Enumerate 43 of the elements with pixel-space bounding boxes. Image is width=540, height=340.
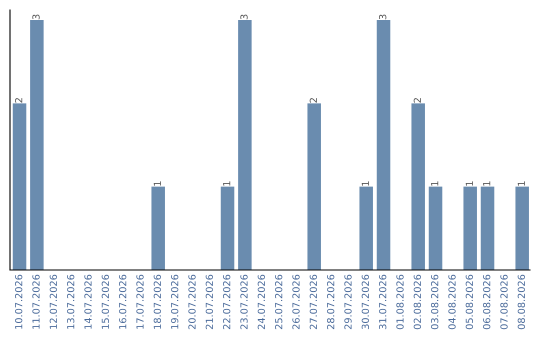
data-label: 1	[223, 181, 230, 186]
data-label: 3	[32, 14, 40, 20]
x-tick-label: 24.07.2026	[258, 274, 266, 330]
data-label: 1	[483, 181, 490, 186]
data-label: 2	[310, 98, 317, 103]
x-tick-label: 12.07.2026	[50, 274, 58, 329]
x-tick-label: 20.07.2026	[188, 274, 196, 330]
x-tick-label: 29.07.2026	[344, 274, 352, 330]
x-tick-label: 14.07.2026	[84, 274, 92, 329]
x-tick-label: 16.07.2026	[119, 274, 126, 329]
x-tick-label: 26.07.2026	[292, 274, 300, 330]
data-label: 3	[379, 14, 386, 20]
x-tick-label: 04.08.2026	[448, 274, 456, 330]
x-tick-label: 18.07.2026	[154, 274, 162, 329]
x-tick-label: 28.07.2026	[327, 274, 334, 330]
x-tick-label: 30.07.2026	[362, 274, 370, 330]
data-label: 1	[518, 181, 525, 186]
x-tick-label: 17.07.2026	[136, 274, 144, 329]
x-tick-label: 02.08.2026	[414, 274, 422, 330]
x-tick-label: 19.07.2026	[171, 274, 178, 329]
data-label: 2	[15, 98, 22, 103]
data-label: 1	[466, 181, 473, 186]
x-tick-label: 06.08.2026	[483, 274, 490, 330]
x-tick-label: 05.08.2026	[466, 274, 474, 330]
x-tick-label: 23.07.2026	[240, 274, 248, 330]
x-tick-label: 15.07.2026	[102, 274, 110, 329]
data-label: 1	[362, 181, 369, 186]
x-tick-label: 25.07.2026	[275, 274, 282, 330]
x-tick-label: 03.08.2026	[431, 274, 438, 330]
x-tick-label: 08.08.2026	[518, 274, 526, 330]
x-tick-label: 21.07.2026	[206, 274, 214, 330]
data-label: 2	[414, 98, 421, 103]
data-label: 1	[431, 181, 438, 186]
x-tick-label: 01.08.2026	[396, 274, 404, 330]
x-tick-label: 11.07.2026	[32, 274, 40, 329]
x-tick-label: 22.07.2026	[223, 274, 230, 330]
x-tick-label: 13.07.2026	[67, 274, 74, 329]
x-tick-label: 27.07.2026	[310, 274, 318, 330]
x-tick-label: 10.07.2026	[15, 274, 22, 329]
x-tick-label: 31.07.2026	[379, 274, 386, 330]
data-label: 3	[240, 14, 248, 20]
data-label: 1	[154, 181, 161, 186]
x-tick-label: 07.08.2026	[500, 274, 508, 330]
